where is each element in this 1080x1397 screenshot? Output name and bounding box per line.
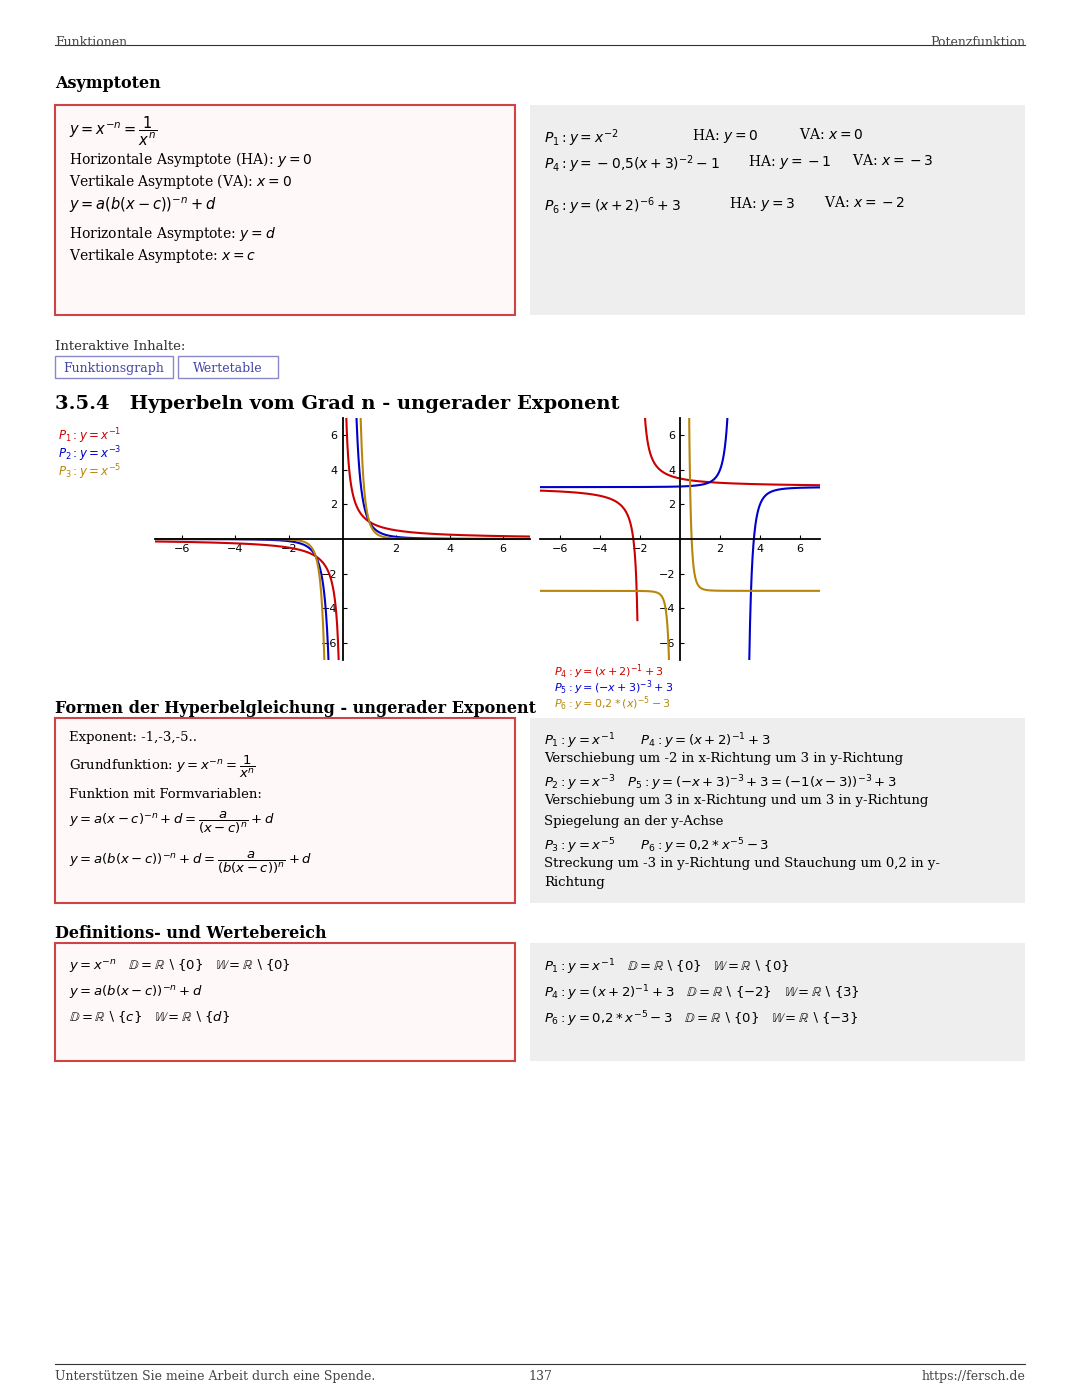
Text: Formen der Hyperbelgleichung - ungerader Exponent: Formen der Hyperbelgleichung - ungerader…	[55, 700, 536, 717]
FancyBboxPatch shape	[530, 718, 1025, 902]
Text: Exponent: -1,-3,-5..: Exponent: -1,-3,-5..	[69, 731, 197, 745]
Text: Streckung um -3 in y-Richtung und Stauchung um 0,2 in y-: Streckung um -3 in y-Richtung und Stauch…	[544, 856, 940, 870]
Text: $P_4: y=(x+2)^{-1}+3$: $P_4: y=(x+2)^{-1}+3$	[554, 662, 664, 680]
Text: Unterstützen Sie meine Arbeit durch eine Spende.: Unterstützen Sie meine Arbeit durch eine…	[55, 1370, 375, 1383]
Text: Vertikale Asymptote: $x = c$: Vertikale Asymptote: $x = c$	[69, 247, 256, 265]
Text: VA: $x = 0$: VA: $x = 0$	[799, 127, 863, 142]
Text: $P_6: y = (x+2)^{-6}+3$: $P_6: y = (x+2)^{-6}+3$	[544, 196, 680, 217]
Text: $P_1: y = x^{-1}$: $P_1: y = x^{-1}$	[58, 426, 121, 446]
Text: $P_4: y=(x+2)^{-1}+3 \quad \mathbb{D} = \mathbb{R}\setminus\{-2\} \quad \mathbb{: $P_4: y=(x+2)^{-1}+3 \quad \mathbb{D} = …	[544, 983, 860, 1003]
Text: $P_3: y = x^{-5}$: $P_3: y = x^{-5}$	[58, 462, 121, 482]
Text: $P_1: y=x^{-1} \qquad P_4: y=(x+2)^{-1}+3$: $P_1: y=x^{-1} \qquad P_4: y=(x+2)^{-1}+…	[544, 731, 771, 750]
Text: $y = a(b(x-c))^{-n}+d = \dfrac{a}{(b(x-c))^n}+d$: $y = a(b(x-c))^{-n}+d = \dfrac{a}{(b(x-c…	[69, 849, 312, 876]
Text: Spiegelung an der y-Achse: Spiegelung an der y-Achse	[544, 814, 724, 828]
Text: $P_5: y=(-x+3)^{-3}+3$: $P_5: y=(-x+3)^{-3}+3$	[554, 678, 673, 697]
Text: 3.5.4   Hyperbeln vom Grad n - ungerader Exponent: 3.5.4 Hyperbeln vom Grad n - ungerader E…	[55, 395, 620, 414]
Text: Verschiebung um -2 in x-Richtung um 3 in y-Richtung: Verschiebung um -2 in x-Richtung um 3 in…	[544, 752, 903, 766]
Text: $P_4: y = -0{,}5(x+3)^{-2}-1$: $P_4: y = -0{,}5(x+3)^{-2}-1$	[544, 154, 719, 175]
Text: Asymptoten: Asymptoten	[55, 75, 161, 92]
Text: Funktion mit Formvariablen:: Funktion mit Formvariablen:	[69, 788, 261, 800]
Text: HA: $y = 0$: HA: $y = 0$	[692, 127, 758, 145]
FancyBboxPatch shape	[55, 943, 515, 1060]
Text: $P_2: y = x^{-3}$: $P_2: y = x^{-3}$	[58, 444, 122, 464]
Text: $y = a(b(x-c))^{-n} + d$: $y = a(b(x-c))^{-n} + d$	[69, 196, 217, 215]
Text: $y = a(b(x-c))^{-n}+d$: $y = a(b(x-c))^{-n}+d$	[69, 983, 203, 1000]
Text: $P_3: y=x^{-5} \qquad P_6: y=0{,}2*x^{-5}-3$: $P_3: y=x^{-5} \qquad P_6: y=0{,}2*x^{-5…	[544, 835, 769, 855]
Text: HA: $y = 3$: HA: $y = 3$	[729, 196, 795, 212]
Text: HA: $y = -1$: HA: $y = -1$	[748, 154, 832, 170]
Text: Potenzfunktion: Potenzfunktion	[930, 36, 1025, 49]
FancyBboxPatch shape	[530, 943, 1025, 1060]
Text: Horizontale Asymptote: $y = d$: Horizontale Asymptote: $y = d$	[69, 225, 276, 243]
Text: $P_6: y=0{,}2*x^{-5}-3 \quad \mathbb{D} = \mathbb{R}\setminus\{0\} \quad \mathbb: $P_6: y=0{,}2*x^{-5}-3 \quad \mathbb{D} …	[544, 1009, 858, 1028]
Text: $y = x^{-n} \quad \mathbb{D} = \mathbb{R}\setminus\{0\} \quad \mathbb{W} = \math: $y = x^{-n} \quad \mathbb{D} = \mathbb{R…	[69, 957, 291, 974]
Text: Vertikale Asymptote (VA): $x = 0$: Vertikale Asymptote (VA): $x = 0$	[69, 172, 292, 191]
Text: Definitions- und Wertebereich: Definitions- und Wertebereich	[55, 925, 326, 942]
Text: $P_1: y = x^{-2}$: $P_1: y = x^{-2}$	[544, 127, 619, 148]
Text: $y = a(x-c)^{-n}+d = \dfrac{a}{(x-c)^n}+d$: $y = a(x-c)^{-n}+d = \dfrac{a}{(x-c)^n}+…	[69, 810, 274, 837]
Text: VA: $x = -2$: VA: $x = -2$	[824, 196, 905, 210]
Text: Grundfunktion: $y = x^{-n} = \dfrac{1}{x^n}$: Grundfunktion: $y = x^{-n} = \dfrac{1}{x…	[69, 753, 256, 780]
Text: Funktionen: Funktionen	[55, 36, 127, 49]
Text: $P_6: y=0{,}2*(x)^{-5}-3$: $P_6: y=0{,}2*(x)^{-5}-3$	[554, 694, 671, 712]
Text: 137: 137	[528, 1370, 552, 1383]
FancyBboxPatch shape	[178, 356, 278, 379]
Text: $\mathbb{D} = \mathbb{R}\setminus\{c\} \quad \mathbb{W} = \mathbb{R}\setminus\{d: $\mathbb{D} = \mathbb{R}\setminus\{c\} \…	[69, 1009, 230, 1025]
Text: Funktionsgraph: Funktionsgraph	[64, 362, 164, 374]
FancyBboxPatch shape	[530, 105, 1025, 314]
FancyBboxPatch shape	[55, 718, 515, 902]
Text: $y = x^{-n} = \dfrac{1}{x^n}$: $y = x^{-n} = \dfrac{1}{x^n}$	[69, 115, 158, 148]
Text: Wertetable: Wertetable	[193, 362, 262, 374]
FancyBboxPatch shape	[55, 356, 173, 379]
FancyBboxPatch shape	[55, 105, 515, 314]
Text: $P_2: y=x^{-3} \quad P_5: y=(-x+3)^{-3}+3=(-1(x-3))^{-3}+3$: $P_2: y=x^{-3} \quad P_5: y=(-x+3)^{-3}+…	[544, 773, 896, 792]
Text: Richtung: Richtung	[544, 876, 605, 888]
Text: Interaktive Inhalte:: Interaktive Inhalte:	[55, 339, 186, 353]
Text: Horizontale Asymptote (HA): $y = 0$: Horizontale Asymptote (HA): $y = 0$	[69, 149, 312, 169]
Text: https://fersch.de: https://fersch.de	[921, 1370, 1025, 1383]
Text: Verschiebung um 3 in x-Richtung und um 3 in y-Richtung: Verschiebung um 3 in x-Richtung und um 3…	[544, 793, 929, 807]
Text: $P_1: y=x^{-1} \quad \mathbb{D} = \mathbb{R}\setminus\{0\} \quad \mathbb{W} = \m: $P_1: y=x^{-1} \quad \mathbb{D} = \mathb…	[544, 957, 789, 977]
Text: VA: $x = -3$: VA: $x = -3$	[852, 154, 933, 168]
